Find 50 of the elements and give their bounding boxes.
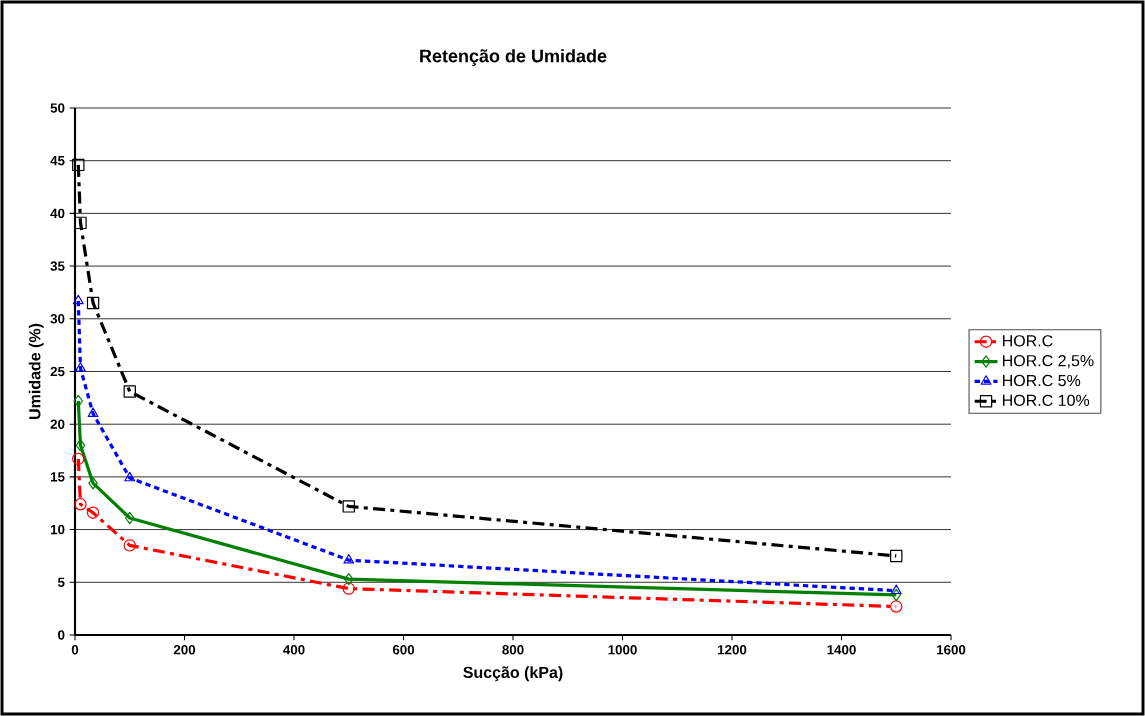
point xyxy=(343,553,355,564)
point xyxy=(890,549,903,563)
legend-label: HOR.C 2,5% xyxy=(1003,354,1094,369)
x-tick-label: 600 xyxy=(392,645,415,655)
x-tick-label: 1000 xyxy=(608,645,637,655)
point xyxy=(343,572,354,586)
point xyxy=(87,407,99,418)
legend-label: HOR.C 5% xyxy=(1003,374,1081,387)
point xyxy=(75,362,86,372)
y-tick-label: 40 xyxy=(50,208,65,219)
chart-title: Retenção de Umidade xyxy=(420,49,607,66)
y-tick-label: 0 xyxy=(58,630,65,640)
point xyxy=(72,452,85,466)
x-tick-label: 1200 xyxy=(718,645,747,655)
y-tick-label: 15 xyxy=(50,472,65,482)
point xyxy=(890,600,903,613)
x-tick-label: 200 xyxy=(173,645,196,655)
x-axis-title: Sucção (kPa) xyxy=(463,666,563,682)
y-tick-label: 10 xyxy=(50,524,65,535)
y-tick-label: 20 xyxy=(50,419,65,429)
point xyxy=(342,500,355,513)
legend-label: HOR.C 10% xyxy=(1003,394,1090,406)
y-tick-label: 35 xyxy=(50,261,65,271)
y-tick-label: 45 xyxy=(50,156,65,166)
point xyxy=(124,471,136,482)
x-tick-label: 1600 xyxy=(937,645,966,655)
x-tick-label: 800 xyxy=(502,645,524,655)
x-tick-label: 1400 xyxy=(827,645,856,655)
point xyxy=(891,588,902,602)
point xyxy=(73,394,84,408)
point xyxy=(72,294,84,305)
x-tick-label: 0 xyxy=(71,645,79,655)
y-tick-label: 30 xyxy=(50,314,65,324)
point xyxy=(72,158,85,172)
y-tick-label: 25 xyxy=(50,366,65,377)
point xyxy=(74,498,87,511)
x-tick-label: 400 xyxy=(283,645,305,655)
point xyxy=(123,385,136,398)
point xyxy=(75,439,86,452)
point xyxy=(124,511,135,525)
point xyxy=(890,584,902,595)
y-tick-label: 5 xyxy=(57,577,65,587)
point xyxy=(123,539,136,552)
y-axis-title: Umidade (%) xyxy=(28,323,44,419)
point xyxy=(88,477,98,490)
point xyxy=(86,296,100,310)
point xyxy=(342,582,355,595)
legend-label: HOR.C xyxy=(1003,335,1053,347)
point xyxy=(86,506,100,519)
y-tick-label: 50 xyxy=(50,103,65,113)
